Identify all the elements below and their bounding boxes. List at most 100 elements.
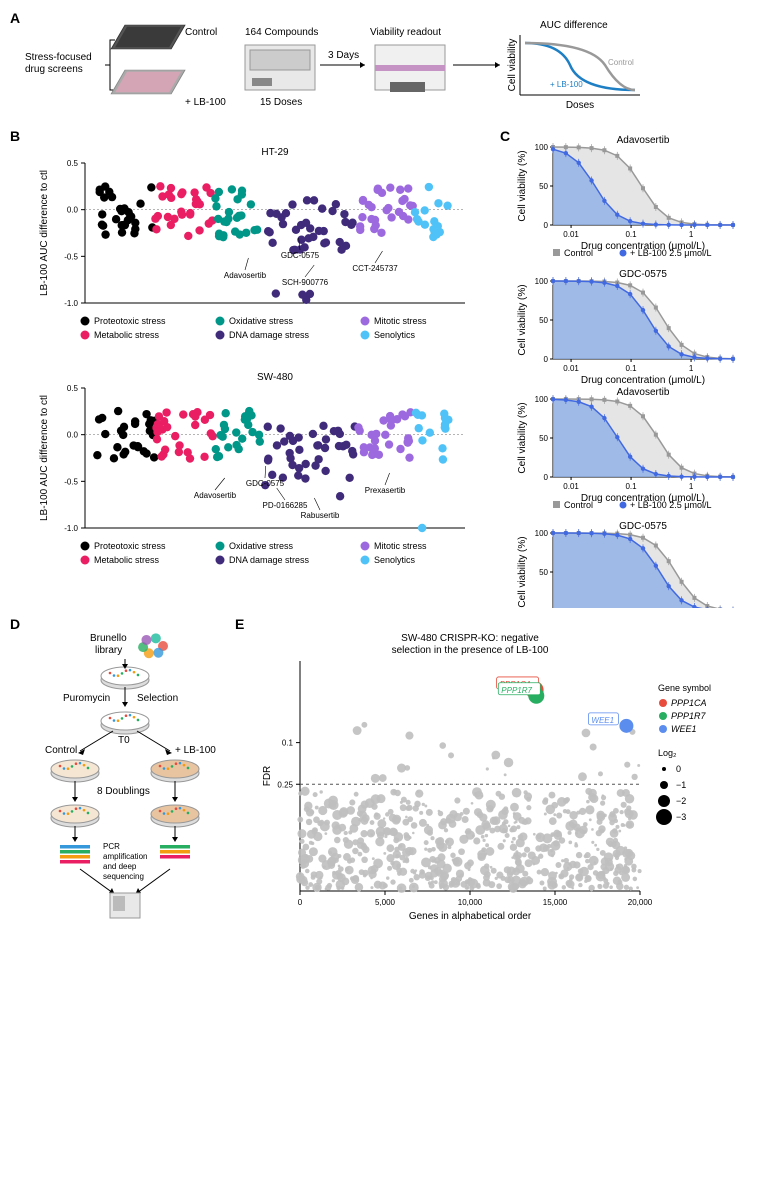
control-label: Control xyxy=(185,27,217,38)
auc-lb100: + LB-100 xyxy=(550,80,583,89)
svg-text:PD-0166285: PD-0166285 xyxy=(263,501,308,510)
doses-text: 15 Doses xyxy=(260,97,302,108)
svg-text:0: 0 xyxy=(298,898,303,907)
svg-text:GDC-0575: GDC-0575 xyxy=(619,269,667,280)
svg-text:Cell viability (%): Cell viability (%) xyxy=(517,284,528,355)
figure-root: A Stress-focused drug screens Control + … xyxy=(10,10,756,926)
panel-c-label: C xyxy=(500,128,510,144)
svg-text:+ LB-100: + LB-100 xyxy=(175,745,216,756)
svg-text:library: library xyxy=(95,645,122,656)
compounds-text: 164 Compounds xyxy=(245,27,318,38)
svg-text:SW-480: SW-480 xyxy=(257,372,293,383)
svg-text:selection in the presence of L: selection in the presence of LB-100 xyxy=(392,645,549,656)
svg-text:0: 0 xyxy=(544,473,549,482)
svg-text:FDR: FDR xyxy=(262,766,273,787)
svg-text:Genes in alphabetical order: Genes in alphabetical order xyxy=(409,911,532,922)
svg-text:Adavosertib: Adavosertib xyxy=(617,387,670,398)
svg-text:0.0: 0.0 xyxy=(67,206,79,215)
svg-text:1: 1 xyxy=(689,364,694,373)
svg-text:Selection: Selection xyxy=(137,693,178,704)
svg-text:Metabolic stress: Metabolic stress xyxy=(94,330,160,340)
panel-e: SW-480 CRISPR-KO: negativeselection in t… xyxy=(255,626,750,929)
svg-text:-0.5: -0.5 xyxy=(64,477,78,486)
svg-text:DNA damage stress: DNA damage stress xyxy=(229,330,310,340)
svg-text:−3: −3 xyxy=(676,812,686,822)
svg-text:Proteotoxic stress: Proteotoxic stress xyxy=(94,541,166,551)
svg-text:+ LB-100 2.5 μmol/L: + LB-100 2.5 μmol/L xyxy=(630,500,711,510)
svg-text:100: 100 xyxy=(535,529,549,538)
svg-text:10,000: 10,000 xyxy=(458,898,483,907)
svg-text:1: 1 xyxy=(689,482,694,491)
svg-text:Oxidative stress: Oxidative stress xyxy=(229,541,294,551)
svg-text:Puromycin: Puromycin xyxy=(63,693,110,704)
svg-text:15,000: 15,000 xyxy=(543,898,568,907)
panel-c: Adavosertib050100Cell viability (%)0.010… xyxy=(515,128,745,611)
svg-text:20,000: 20,000 xyxy=(628,898,653,907)
days-text: 3 Days xyxy=(328,50,359,61)
svg-text:0.5: 0.5 xyxy=(67,159,79,168)
svg-text:sequencing: sequencing xyxy=(103,872,144,881)
svg-text:SCH-900776: SCH-900776 xyxy=(282,278,329,287)
svg-text:Cell viability (%): Cell viability (%) xyxy=(517,402,528,473)
svg-text:0.0: 0.0 xyxy=(67,431,79,440)
svg-text:0.01: 0.01 xyxy=(563,364,579,373)
svg-text:and deep: and deep xyxy=(103,862,137,871)
svg-text:Adavosertib: Adavosertib xyxy=(194,491,237,500)
svg-text:WEE1: WEE1 xyxy=(591,716,614,725)
svg-text:100: 100 xyxy=(535,395,549,404)
svg-text:T0: T0 xyxy=(118,735,130,746)
svg-text:Gene symbol: Gene symbol xyxy=(658,683,711,693)
svg-text:0.1: 0.1 xyxy=(625,482,637,491)
svg-text:0: 0 xyxy=(544,607,549,608)
svg-text:Senolytics: Senolytics xyxy=(374,555,416,565)
svg-text:PPP1R7: PPP1R7 xyxy=(501,686,532,695)
svg-text:Adavosertib: Adavosertib xyxy=(224,271,267,280)
panel-b: HT-29 -1.0 -0.5 0.0 0.5 LB-100 AUC difference… xyxy=(30,138,490,611)
svg-text:WEE1: WEE1 xyxy=(671,724,697,734)
svg-text:Senolytics: Senolytics xyxy=(374,330,416,340)
svg-text:50: 50 xyxy=(539,182,548,191)
svg-text:0.5: 0.5 xyxy=(67,384,79,393)
svg-text:0.25: 0.25 xyxy=(277,780,293,789)
stress-text-l1: Stress-focused xyxy=(25,52,92,63)
viability-text: Viability readout xyxy=(370,27,441,38)
svg-text:GDC-0575: GDC-0575 xyxy=(619,521,667,532)
svg-text:100: 100 xyxy=(535,277,549,286)
svg-text:LB-100 AUC difference to ctl: LB-100 AUC difference to ctl xyxy=(39,170,50,296)
svg-text:amplification: amplification xyxy=(103,852,147,861)
svg-text:Drug concentration (μmol/L): Drug concentration (μmol/L) xyxy=(581,375,705,386)
panel-d: BrunellolibraryPuromycinSelectionT0Contr… xyxy=(25,631,225,929)
svg-text:+ LB-100 2.5 μmol/L: + LB-100 2.5 μmol/L xyxy=(630,248,711,258)
svg-text:Adavosertib: Adavosertib xyxy=(617,135,670,146)
auc-ylabel: Cell viability xyxy=(507,39,518,92)
svg-text:SW-480 CRISPR-KO: negative: SW-480 CRISPR-KO: negative xyxy=(401,633,539,644)
svg-text:-1.0: -1.0 xyxy=(64,524,78,533)
svg-text:HT-29: HT-29 xyxy=(261,147,289,158)
svg-text:1: 1 xyxy=(689,230,694,239)
svg-text:-1.0: -1.0 xyxy=(64,299,78,308)
svg-text:PPP1CA: PPP1CA xyxy=(671,698,707,708)
svg-text:Oxidative stress: Oxidative stress xyxy=(229,316,294,326)
auc-text: AUC difference xyxy=(540,20,608,31)
svg-text:0.1: 0.1 xyxy=(625,364,637,373)
svg-text:−2: −2 xyxy=(676,796,686,806)
svg-text:Rabusertib: Rabusertib xyxy=(301,511,340,520)
svg-text:50: 50 xyxy=(539,568,548,577)
panel-d-label: D xyxy=(10,616,20,632)
svg-text:Proteotoxic stress: Proteotoxic stress xyxy=(94,316,166,326)
svg-text:8 Doublings: 8 Doublings xyxy=(97,786,150,797)
svg-text:Control: Control xyxy=(45,745,77,756)
svg-text:100: 100 xyxy=(535,143,549,152)
svg-text:Cell viability (%): Cell viability (%) xyxy=(517,150,528,221)
svg-text:GDC-0575: GDC-0575 xyxy=(281,251,320,260)
svg-text:Control: Control xyxy=(564,500,593,510)
svg-text:0: 0 xyxy=(544,221,549,230)
svg-text:Metabolic stress: Metabolic stress xyxy=(94,555,160,565)
svg-text:DNA damage stress: DNA damage stress xyxy=(229,555,310,565)
panel-e-label: E xyxy=(235,616,244,632)
svg-text:Cell viability (%): Cell viability (%) xyxy=(517,536,528,607)
svg-text:Mitotic stress: Mitotic stress xyxy=(374,541,427,551)
svg-text:Log₂: Log₂ xyxy=(658,748,677,758)
svg-text:LB-100 AUC difference to ctl: LB-100 AUC difference to ctl xyxy=(39,395,50,521)
svg-text:50: 50 xyxy=(539,434,548,443)
